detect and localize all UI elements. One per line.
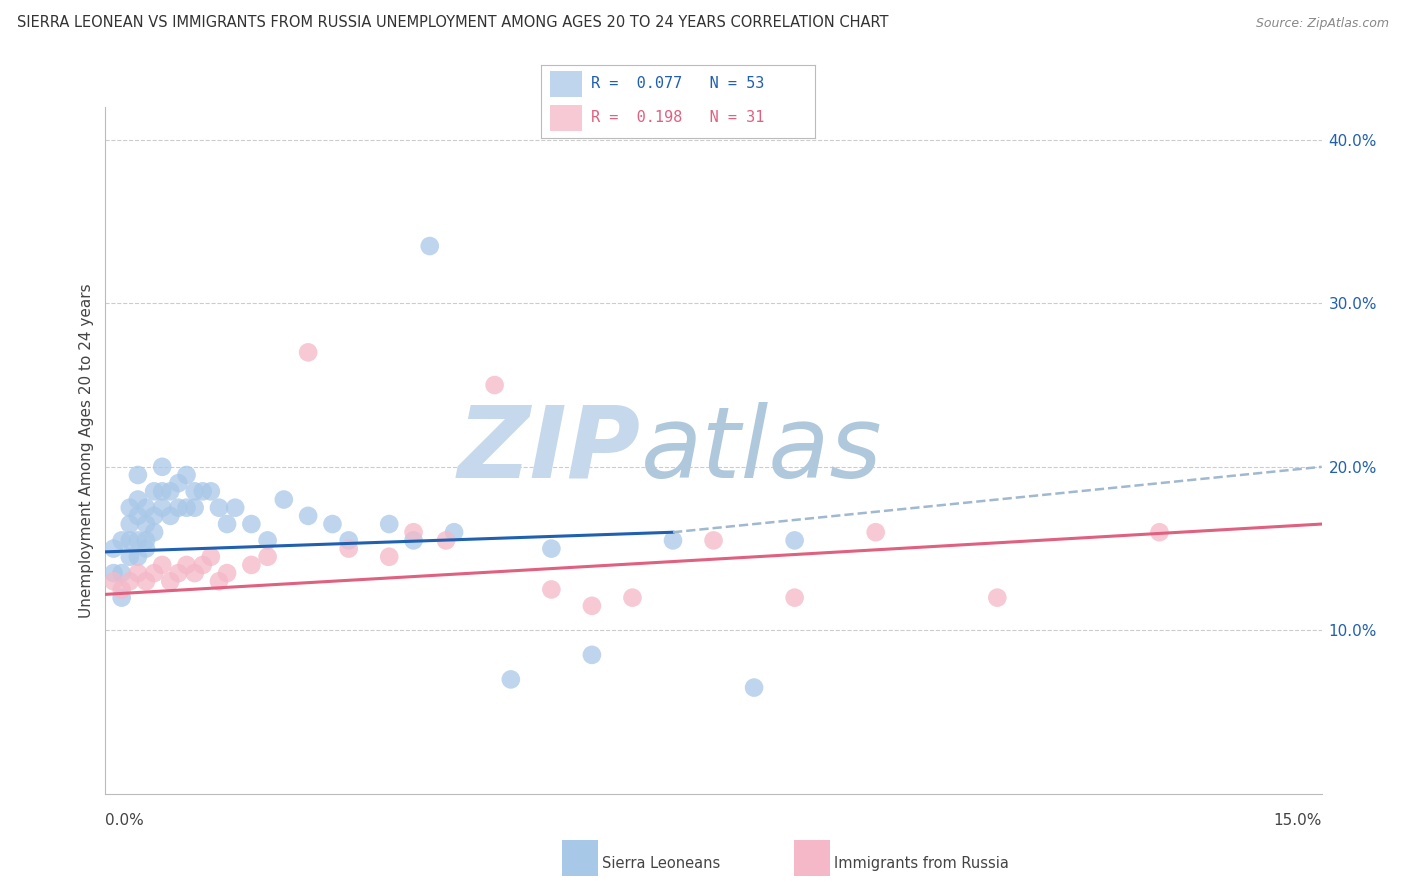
Point bbox=[581, 599, 603, 613]
Point bbox=[191, 558, 214, 572]
Point bbox=[111, 591, 134, 605]
Text: 15.0%: 15.0% bbox=[1274, 814, 1322, 828]
Point bbox=[702, 533, 725, 548]
Point bbox=[208, 500, 231, 515]
Point bbox=[402, 525, 425, 540]
Point bbox=[1149, 525, 1171, 540]
Point bbox=[337, 541, 360, 556]
Point bbox=[167, 566, 190, 580]
Point bbox=[256, 533, 278, 548]
Point bbox=[240, 558, 263, 572]
Point bbox=[434, 533, 457, 548]
Point bbox=[621, 591, 644, 605]
Point bbox=[135, 533, 157, 548]
Text: R =  0.077   N = 53: R = 0.077 N = 53 bbox=[591, 77, 763, 91]
Point bbox=[443, 525, 465, 540]
Point bbox=[150, 484, 173, 499]
Point bbox=[159, 574, 181, 589]
Point bbox=[540, 582, 562, 597]
Point bbox=[183, 484, 205, 499]
Point bbox=[118, 500, 141, 515]
Point bbox=[176, 558, 198, 572]
Point bbox=[297, 345, 319, 359]
Point bbox=[240, 516, 263, 531]
Point bbox=[419, 239, 441, 253]
Point bbox=[208, 574, 231, 589]
Point bbox=[484, 378, 506, 392]
Point bbox=[662, 533, 685, 548]
Point bbox=[499, 673, 522, 687]
Text: SIERRA LEONEAN VS IMMIGRANTS FROM RUSSIA UNEMPLOYMENT AMONG AGES 20 TO 24 YEARS : SIERRA LEONEAN VS IMMIGRANTS FROM RUSSIA… bbox=[17, 15, 889, 29]
Point bbox=[103, 541, 125, 556]
Point bbox=[742, 681, 765, 695]
Point bbox=[191, 484, 214, 499]
Point bbox=[127, 566, 149, 580]
Point bbox=[167, 500, 190, 515]
Point bbox=[111, 566, 134, 580]
Point bbox=[150, 558, 173, 572]
Point bbox=[183, 566, 205, 580]
Bar bbox=[550, 105, 582, 131]
Point bbox=[118, 549, 141, 564]
Point bbox=[159, 508, 181, 523]
Point bbox=[111, 533, 134, 548]
Bar bbox=[550, 71, 582, 96]
Point bbox=[159, 484, 181, 499]
Text: ZIP: ZIP bbox=[457, 402, 641, 499]
Point bbox=[783, 533, 806, 548]
Point bbox=[273, 492, 295, 507]
Point bbox=[150, 459, 173, 474]
Point bbox=[176, 500, 198, 515]
Point bbox=[103, 574, 125, 589]
Point bbox=[118, 516, 141, 531]
Point bbox=[224, 500, 246, 515]
Point bbox=[581, 648, 603, 662]
Y-axis label: Unemployment Among Ages 20 to 24 years: Unemployment Among Ages 20 to 24 years bbox=[79, 283, 94, 618]
Point bbox=[111, 582, 134, 597]
Point bbox=[143, 566, 166, 580]
Point bbox=[378, 549, 401, 564]
Point bbox=[135, 574, 157, 589]
Point bbox=[118, 533, 141, 548]
Point bbox=[378, 516, 401, 531]
Text: Source: ZipAtlas.com: Source: ZipAtlas.com bbox=[1256, 17, 1389, 29]
Point bbox=[167, 476, 190, 491]
Point bbox=[127, 533, 149, 548]
Point bbox=[118, 574, 141, 589]
Text: 0.0%: 0.0% bbox=[105, 814, 145, 828]
Point bbox=[217, 516, 239, 531]
Point bbox=[183, 500, 205, 515]
Point bbox=[127, 549, 149, 564]
Point bbox=[256, 549, 278, 564]
Point bbox=[127, 467, 149, 482]
Point bbox=[540, 541, 562, 556]
Point bbox=[127, 492, 149, 507]
Text: atlas: atlas bbox=[641, 402, 882, 499]
Point bbox=[783, 591, 806, 605]
Point bbox=[176, 467, 198, 482]
Point bbox=[150, 500, 173, 515]
Point bbox=[321, 516, 343, 531]
Point bbox=[217, 566, 239, 580]
Text: Sierra Leoneans: Sierra Leoneans bbox=[602, 856, 720, 871]
Point bbox=[297, 508, 319, 523]
Point bbox=[200, 549, 222, 564]
Point bbox=[143, 508, 166, 523]
Point bbox=[865, 525, 887, 540]
Point bbox=[103, 566, 125, 580]
Point bbox=[127, 508, 149, 523]
Point bbox=[986, 591, 1008, 605]
Point bbox=[337, 533, 360, 548]
Point bbox=[200, 484, 222, 499]
Text: R =  0.198   N = 31: R = 0.198 N = 31 bbox=[591, 110, 763, 125]
Point bbox=[402, 533, 425, 548]
Point bbox=[135, 541, 157, 556]
Point bbox=[143, 484, 166, 499]
Point bbox=[135, 500, 157, 515]
Point bbox=[135, 516, 157, 531]
Point bbox=[143, 525, 166, 540]
Text: Immigrants from Russia: Immigrants from Russia bbox=[834, 856, 1008, 871]
